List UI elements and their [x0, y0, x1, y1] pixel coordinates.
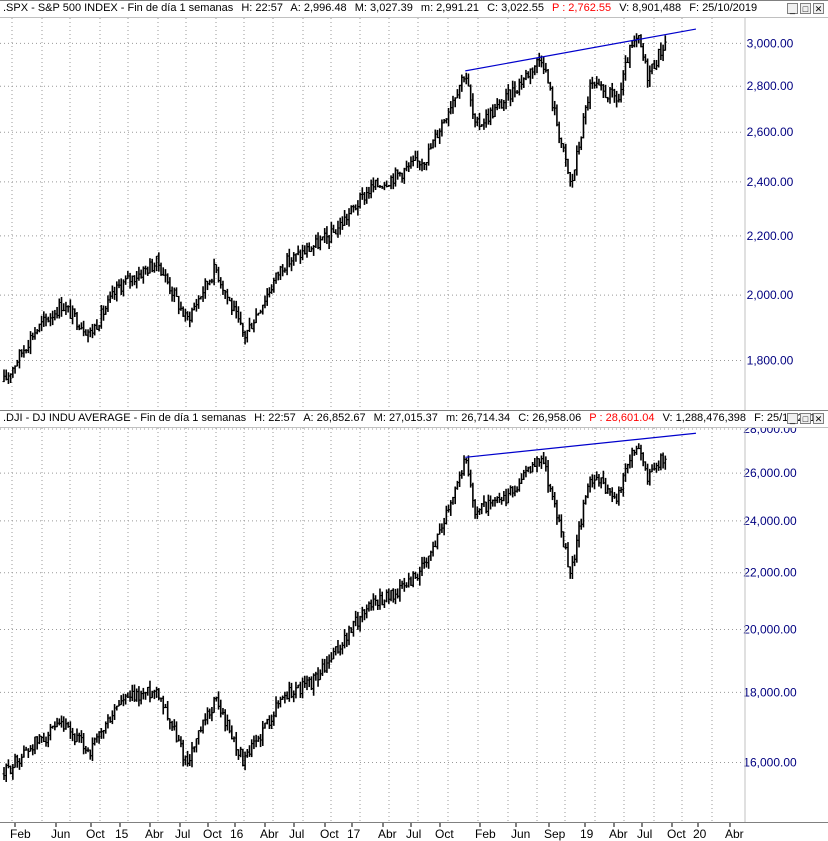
- resistance-trendline[interactable]: [465, 432, 697, 458]
- x-axis: Feb Jun Oct 15 Abr Jul Oct 16 Abr Jul Oct 17 Abr Jul O…: [0, 822, 828, 841]
- y-tick-label: 2,000.00: [747, 288, 794, 302]
- dji-chart[interactable]: 28,000.0026,000.0024,000.0022,000.0020,0…: [0, 411, 828, 823]
- x-tick-label: Oct: [435, 827, 454, 841]
- price-bars: [2, 443, 667, 783]
- dji-high: M: 27,015.37: [373, 412, 438, 424]
- x-tick-label: Jul: [637, 827, 652, 841]
- spx-close: C: 3,022.55: [487, 2, 544, 14]
- x-tick-label: Feb: [10, 827, 31, 841]
- y-tick-label: 2,400.00: [747, 175, 794, 189]
- y-tick-label: 2,600.00: [747, 125, 794, 139]
- grid: [0, 18, 744, 411]
- x-tick-label: Jun: [51, 827, 70, 841]
- spx-chart-pane: 3,000.00 2,800.00 2,600.00 2,400.00 2,200.00…: [0, 0, 828, 411]
- x-tick-label: Abr: [725, 827, 744, 841]
- dji-close: C: 26,958.06: [518, 412, 582, 424]
- minimize-button[interactable]: _: [787, 413, 798, 424]
- spx-time: H: 22:57: [241, 2, 283, 14]
- spx-low: m: 2,991.21: [420, 2, 479, 14]
- spx-volume: V: 8,901,488: [619, 2, 682, 14]
- spx-open: A: 2,996.48: [290, 2, 347, 14]
- x-tick-label: Jul: [406, 827, 421, 841]
- x-tick-label: Oct: [86, 827, 105, 841]
- x-tick-label: Abr: [609, 827, 628, 841]
- spx-symbol: .SPX - S&P 500 INDEX - Fin de día 1 sema…: [3, 2, 234, 14]
- grid: [0, 428, 744, 823]
- y-tick-label: 16,000.00: [743, 756, 797, 770]
- x-tick-label: Jul: [175, 827, 190, 841]
- y-tick-label: 18,000.00: [743, 685, 797, 699]
- y-tick-label: 3,000.00: [747, 36, 794, 50]
- resistance-trendline[interactable]: [465, 28, 697, 72]
- spx-high: M: 3,027.39: [354, 2, 413, 14]
- x-tick-label: Sep: [544, 827, 566, 841]
- x-tick-label: Oct: [320, 827, 339, 841]
- y-tick-label: 2,200.00: [747, 229, 794, 243]
- x-tick-label: Oct: [667, 827, 686, 841]
- x-tick-label: Oct: [203, 827, 222, 841]
- y-tick-label: 26,000.00: [743, 466, 797, 480]
- maximize-button[interactable]: □: [800, 413, 811, 424]
- dji-chart-pane: 28,000.00 26,000.00 24,000.00 22,000.00 20,0…: [0, 410, 828, 823]
- x-tick-label: Abr: [378, 827, 397, 841]
- minimize-button[interactable]: _: [787, 3, 798, 14]
- spx-header: .SPX - S&P 500 INDEX - Fin de día 1 sema…: [0, 1, 828, 18]
- y-tick-label: 22,000.00: [743, 566, 797, 580]
- spx-chart[interactable]: 3,000.00 2,800.00 2,600.00 2,400.00 2,200.00…: [0, 1, 828, 411]
- dji-price: P : 28,601.04: [589, 412, 655, 424]
- dji-open: A: 26,852.67: [303, 412, 366, 424]
- price-bars: [2, 33, 667, 384]
- x-tick-label: 16: [230, 827, 244, 841]
- y-tick-label: 1,800.00: [747, 354, 794, 368]
- maximize-button[interactable]: □: [800, 3, 811, 14]
- x-tick-label: Jul: [289, 827, 304, 841]
- dji-volume: V: 1,288,476,398: [662, 412, 746, 424]
- dji-time: H: 22:57: [254, 412, 296, 424]
- spx-price: P : 2,762.55: [552, 2, 612, 14]
- x-tick-label: Abr: [260, 827, 279, 841]
- close-button[interactable]: ✕: [813, 3, 824, 14]
- x-tick-label: Jun: [511, 827, 530, 841]
- spx-date: F: 25/10/2019: [689, 2, 758, 14]
- dji-low: m: 26,714.34: [445, 412, 511, 424]
- x-tick-label: 19: [580, 827, 594, 841]
- x-tick-label: Feb: [475, 827, 496, 841]
- dji-header: .DJI - DJ INDU AVERAGE - Fin de día 1 se…: [0, 411, 828, 428]
- close-button[interactable]: ✕: [813, 413, 824, 424]
- x-tick-label: 17: [347, 827, 361, 841]
- x-tick-label: 20: [693, 827, 707, 841]
- y-tick-label: 20,000.00: [743, 623, 797, 637]
- y-tick-label: 2,800.00: [747, 79, 794, 93]
- x-axis-labels: Feb Jun Oct 15 Abr Jul Oct 16 Abr Jul Oct 17 Abr Jul O…: [10, 823, 744, 841]
- dji-symbol: .DJI - DJ INDU AVERAGE - Fin de día 1 se…: [3, 412, 247, 424]
- x-tick-label: Abr: [145, 827, 164, 841]
- y-tick-label: 24,000.00: [743, 514, 797, 528]
- x-tick-label: 15: [115, 827, 129, 841]
